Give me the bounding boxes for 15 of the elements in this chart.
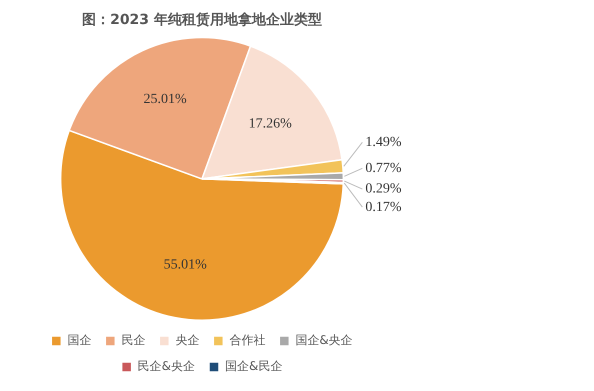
data-label: 0.29%	[365, 182, 402, 197]
data-label: 17.26%	[248, 116, 292, 132]
data-label: 0.77%	[365, 161, 402, 176]
data-label: 1.49%	[365, 134, 402, 150]
legend-label: 民企&央企	[138, 359, 195, 374]
legend-label: 国企&民企	[225, 359, 282, 374]
legend-label: 合作社	[229, 333, 266, 348]
legend-label: 央企	[175, 333, 200, 348]
data-label: 55.01%	[164, 258, 208, 273]
legend-label: 国企	[67, 333, 92, 348]
chart-title: 图：2023 年纯租赁用地拿地企业类型	[82, 12, 322, 28]
legend-label: 国企&央企	[295, 333, 353, 348]
data-label: 25.01%	[143, 92, 187, 108]
legend-label: 民企	[121, 333, 146, 348]
data-label: 0.17%	[365, 200, 402, 215]
